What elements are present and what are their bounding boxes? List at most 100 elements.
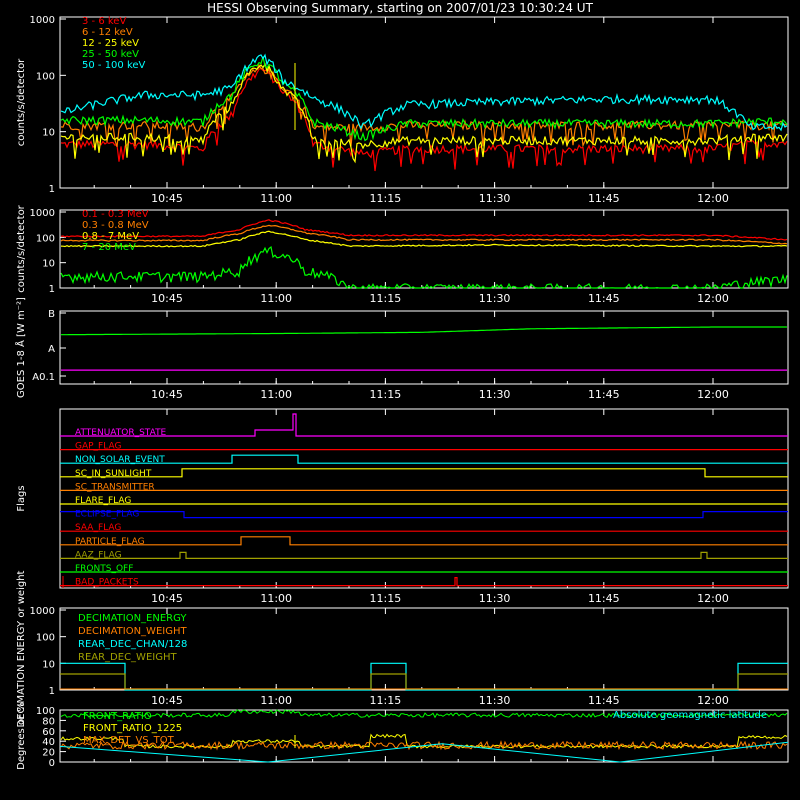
time-tick-label: 11:15 — [370, 292, 402, 305]
y-tick-label: 10 — [42, 259, 55, 270]
y-tick-label: 1000 — [30, 606, 55, 617]
time-tick-label: 12:00 — [697, 592, 729, 605]
flag-label: FRONTS_OFF — [75, 564, 133, 574]
time-tick-label: 10:45 — [151, 292, 183, 305]
time-tick-label: 11:15 — [370, 592, 402, 605]
legend-entry: REAR_DEC_WEIGHT — [78, 652, 177, 663]
front-ratio-1225-line — [60, 733, 788, 750]
series-line-0.8-7MeV — [60, 230, 788, 248]
y-tick-label: 1 — [49, 184, 55, 195]
y-tick-label: 100 — [36, 233, 55, 244]
y-tick-label: 1 — [49, 284, 55, 295]
y-tick-label: 100 — [36, 71, 55, 82]
y-tick-label: 1000 — [30, 208, 55, 219]
flag-line-eclipse-flag — [60, 511, 788, 519]
legend-entry: DECIMATION_WEIGHT — [78, 626, 187, 637]
panel-3-frame — [59, 408, 789, 589]
legend-entry: 25 - 50 keV — [82, 49, 139, 60]
series-line-3-6keV — [60, 68, 788, 172]
y-tick-label: 20 — [42, 748, 55, 759]
legend-entry: Absolute geomagnetic latitude — [613, 710, 767, 721]
time-tick-label: 11:30 — [479, 192, 511, 205]
time-tick-label: 11:00 — [260, 292, 292, 305]
legend-entry: 0.3 - 0.8 MeV — [82, 220, 149, 231]
y-tick-label: 100 — [36, 706, 55, 717]
time-tick-label: 11:00 — [260, 592, 292, 605]
y-tick-label: A — [48, 344, 55, 355]
front-ratio-line — [60, 709, 788, 719]
time-tick-label: 12:00 — [697, 192, 729, 205]
flag-line-aaz-flag — [60, 551, 788, 559]
flag-label: SC_IN_SUNLIGHT — [75, 469, 152, 479]
y-axis-label: Flags — [16, 485, 27, 511]
y-tick-label: 60 — [42, 727, 55, 738]
time-tick-label: 11:30 — [479, 388, 511, 401]
time-tick-label: 11:45 — [588, 388, 620, 401]
y-axis-label: counts/s/detector — [16, 58, 27, 146]
flag-line-bad-packets — [60, 577, 788, 587]
goes-line-0 — [61, 326, 787, 336]
legend-entry: FRONT_RATIO — [83, 711, 152, 722]
y-tick-label: 40 — [42, 737, 55, 748]
y-tick-label: A0.1 — [32, 372, 55, 383]
y-axis-label: Degrees or % — [16, 702, 27, 770]
rear-dec-weight-line — [60, 673, 788, 690]
series-line-0.1-0.3MeV — [60, 219, 788, 241]
time-tick-label: 10:45 — [151, 592, 183, 605]
time-tick-label: 12:00 — [697, 292, 729, 305]
y-tick-label: 1 — [49, 686, 55, 697]
legend-entry: 12 - 25 keV — [82, 38, 139, 49]
chart-title: HESSI Observing Summary, starting on 200… — [207, 1, 593, 15]
legend-entry: FRONT_RATIO_1225 — [83, 723, 182, 734]
flag-line-attenuator-state — [60, 413, 788, 437]
series-line-25-50keV — [60, 56, 788, 142]
series-line-0.3-0.8MeV — [60, 224, 788, 245]
flag-label: ECLIPSE_FLAG — [75, 510, 139, 520]
panel-0-frame — [59, 16, 789, 189]
time-tick-label: 11:00 — [260, 192, 292, 205]
legend-entry: 50 - 100 keV — [82, 60, 146, 71]
time-tick-label: 12:00 — [697, 388, 729, 401]
time-tick-label: 11:15 — [370, 388, 402, 401]
geomagnetic-latitude-line — [59, 741, 789, 763]
flag-label: SAA_FLAG — [75, 523, 121, 533]
flag-label: NON_SOLAR_EVENT — [75, 455, 165, 465]
series-line-12-25keV — [60, 62, 788, 164]
y-tick-label: 80 — [42, 716, 55, 727]
y-tick-label: 10 — [42, 128, 55, 139]
flag-label: AAZ_FLAG — [75, 550, 122, 560]
flag-label: SC_TRANSMITTER — [75, 482, 155, 492]
flag-label: FLARE_FLAG — [75, 496, 131, 506]
time-tick-label: 11:00 — [260, 694, 292, 707]
legend-entry: 0.8 - 7 MeV — [82, 231, 139, 242]
y-tick-label: 0 — [49, 758, 55, 769]
time-tick-label: 11:15 — [370, 694, 402, 707]
y-tick-label: 1000 — [30, 15, 55, 26]
legend-entry: 0.1 - 0.3 MeV — [82, 209, 149, 220]
time-tick-label: 12:00 — [697, 694, 729, 707]
flag-label: GAP_FLAG — [75, 442, 121, 452]
time-tick-label: 11:45 — [588, 292, 620, 305]
flag-label: BAD_PACKETS — [75, 578, 139, 588]
flag-label: ATTENUATOR_STATE — [75, 428, 167, 438]
legend-entry: 7 - 20 MeV — [82, 242, 136, 253]
legend-entry: DECIMATION_ENERGY — [78, 613, 187, 624]
y-tick-label: B — [48, 309, 55, 320]
series-line-7-20MeV — [60, 245, 788, 290]
time-tick-label: 11:45 — [588, 192, 620, 205]
time-tick-label: 10:45 — [151, 388, 183, 401]
panel-5-frame — [59, 709, 789, 763]
y-tick-label: 100 — [36, 633, 55, 644]
time-tick-label: 10:45 — [151, 694, 183, 707]
flag-line-sc-in-sunlight — [60, 468, 788, 478]
series-line-50-100keV — [60, 53, 788, 132]
time-tick-label: 10:45 — [151, 192, 183, 205]
y-axis-label: DECIMATION ENERGY or weight — [16, 570, 27, 727]
legend-entry: 3 - 6 keV — [82, 16, 126, 27]
legend-entry: REAR_DEC_CHAN/128 — [78, 639, 187, 650]
time-tick-label: 11:30 — [479, 694, 511, 707]
time-tick-label: 11:45 — [588, 694, 620, 707]
y-axis-label: GOES 1-8 Å [W m⁻²] — [14, 297, 27, 398]
legend-entry: 6 - 12 keV — [82, 27, 133, 38]
time-tick-label: 11:30 — [479, 592, 511, 605]
